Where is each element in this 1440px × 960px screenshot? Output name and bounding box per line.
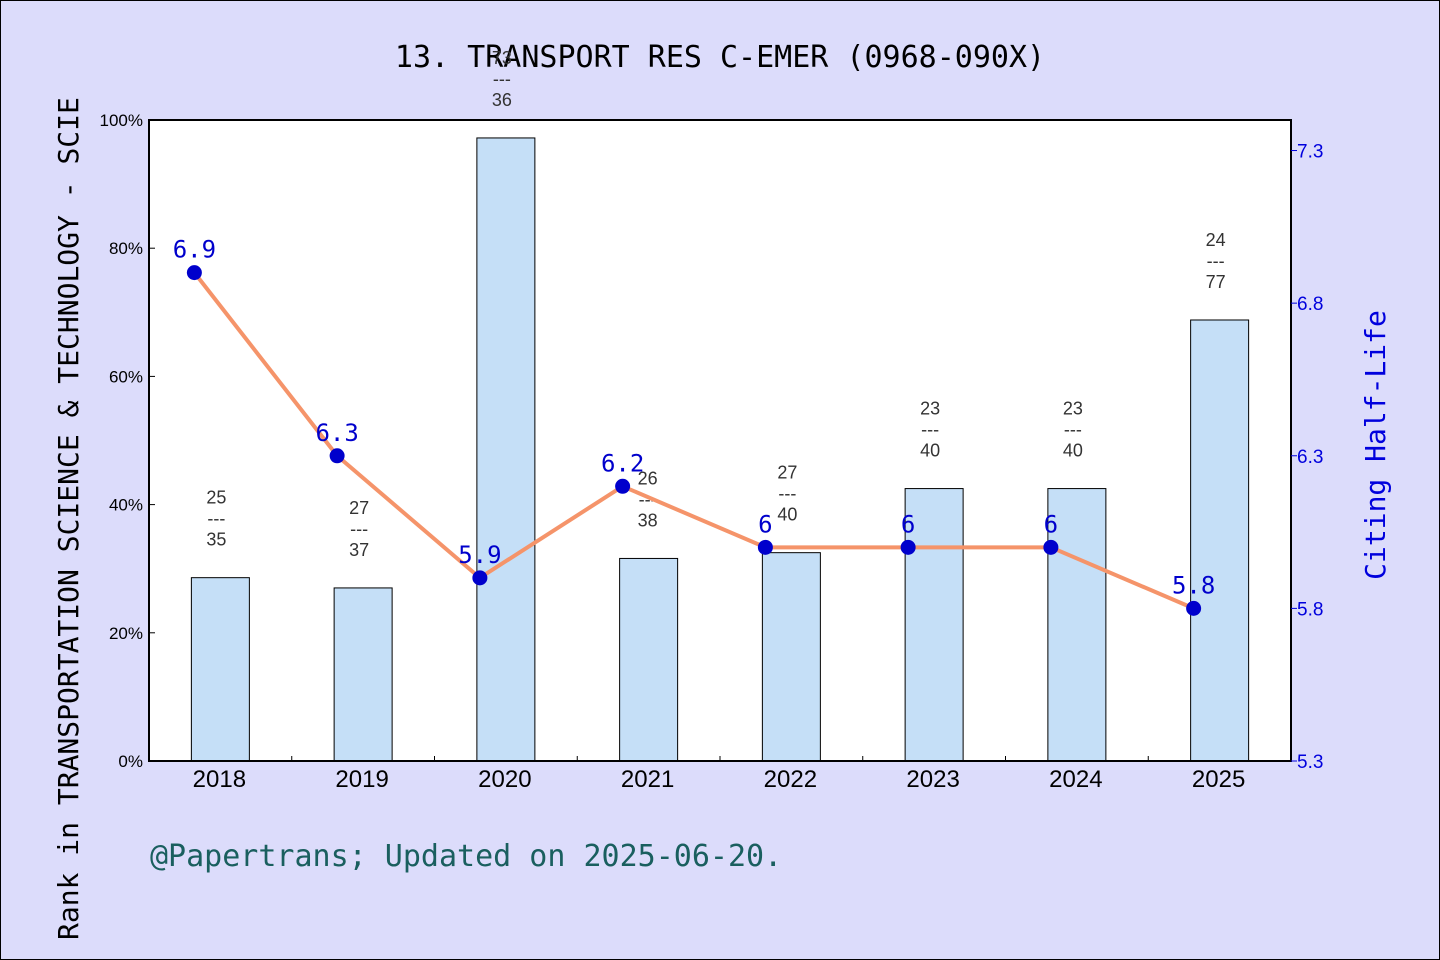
rank-separator-2024: --- bbox=[1064, 420, 1082, 440]
half-life-line-segment-2021 bbox=[620, 484, 768, 550]
half-life-line-segment-2020 bbox=[477, 484, 625, 580]
bar-2023 bbox=[904, 488, 964, 762]
half-life-label-2025: 5.8 bbox=[1172, 571, 1215, 599]
x-axis: 2018 2019 2020 2021 2022 2023 2024 2025 bbox=[193, 756, 1245, 793]
half-life-line-segment-2024 bbox=[1048, 545, 1196, 611]
half-life-point-2018 bbox=[186, 265, 202, 281]
half-life-label-2018: 6.9 bbox=[173, 236, 216, 264]
rank-separator-2020: --- bbox=[493, 69, 511, 89]
y-tick-label-left: 40% bbox=[109, 496, 143, 515]
half-life-series: 6.9 6.3 5.9 6.2 6 6 6 5.8 bbox=[173, 236, 1215, 616]
rank-total-2024: 40 bbox=[1063, 441, 1083, 461]
half-life-label-2023: 6 bbox=[901, 510, 915, 538]
x-tick-label-2025: 2025 bbox=[1192, 766, 1245, 793]
rank-label-2024: 23 bbox=[1063, 399, 1083, 419]
y-tick-label-left: 20% bbox=[109, 624, 143, 643]
half-life-point-2019 bbox=[329, 448, 345, 464]
half-life-label-2024: 6 bbox=[1044, 510, 1058, 538]
half-life-label-2021: 6.2 bbox=[601, 449, 644, 477]
bar-series bbox=[190, 137, 1250, 762]
y-tick-label-left: 80% bbox=[109, 239, 143, 258]
y-axis-label-right: Citing Half-Life bbox=[1359, 310, 1392, 580]
x-tick-label-2018: 2018 bbox=[193, 766, 246, 793]
x-tick-label-2024: 2024 bbox=[1049, 766, 1102, 793]
x-tick-label-2019: 2019 bbox=[335, 766, 388, 793]
x-tick-label-2021: 2021 bbox=[621, 766, 674, 793]
chart-title: 13. TRANSPORT RES C-EMER (0968-090X) bbox=[395, 40, 1045, 75]
rank-label-2022: 27 bbox=[777, 463, 797, 483]
half-life-line-segment-2019 bbox=[335, 453, 482, 580]
bar-2018 bbox=[190, 577, 250, 762]
rank-label-2019: 27 bbox=[349, 498, 369, 518]
rank-label-2018: 25 bbox=[206, 488, 226, 508]
rank-separator-2018: --- bbox=[207, 509, 225, 529]
y-axis-left: 0% 20% 40% 60% 80% 100% bbox=[100, 111, 155, 771]
y-tick-label-left: 100% bbox=[100, 111, 143, 130]
half-life-point-2020 bbox=[472, 570, 488, 586]
half-life-label-2019: 6.3 bbox=[315, 419, 358, 447]
half-life-point-2025 bbox=[1186, 600, 1202, 616]
bar-2025 bbox=[1190, 319, 1250, 762]
y-tick-label-left: 60% bbox=[109, 367, 143, 386]
half-life-point-2021 bbox=[615, 478, 631, 494]
rank-total-2020: 36 bbox=[492, 90, 512, 110]
bar-2019 bbox=[333, 587, 393, 762]
bar-2022 bbox=[761, 552, 821, 762]
rank-total-2018: 35 bbox=[206, 530, 226, 550]
half-life-label-2020: 5.9 bbox=[458, 541, 501, 569]
y-tick-label-left: 0% bbox=[118, 752, 143, 771]
half-life-point-2024 bbox=[1043, 539, 1059, 555]
half-life-point-2023 bbox=[900, 539, 916, 555]
rank-separator-2025: --- bbox=[1207, 251, 1225, 271]
rank-total-2021: 38 bbox=[638, 510, 658, 530]
half-life-point-2022 bbox=[757, 539, 773, 555]
bar-2021 bbox=[619, 557, 679, 762]
rank-separator-2019: --- bbox=[350, 519, 368, 539]
rank-labels: 25---3527---3773---3626---3827---4023---… bbox=[206, 48, 1225, 560]
y-tick-label-right: 7.3 bbox=[1297, 142, 1323, 163]
x-tick-label-2023: 2023 bbox=[906, 766, 959, 793]
y-axis-label-left: Rank in TRANSPORTATION SCIENCE & TECHNOL… bbox=[52, 97, 85, 940]
y-axis-right: 5.3 5.8 6.3 6.8 7.3 bbox=[1291, 142, 1323, 773]
rank-separator-2022: --- bbox=[778, 484, 796, 504]
rank-label-2023: 23 bbox=[920, 399, 940, 419]
rank-total-2025: 77 bbox=[1206, 272, 1226, 292]
rank-total-2019: 37 bbox=[349, 540, 369, 560]
y-tick-label-right: 5.3 bbox=[1297, 752, 1323, 773]
y-tick-label-right: 5.8 bbox=[1297, 599, 1323, 620]
rank-label-2021: 26 bbox=[638, 468, 658, 488]
rank-separator-2023: --- bbox=[921, 420, 939, 440]
half-life-label-2022: 6 bbox=[758, 510, 772, 538]
y-tick-label-right: 6.8 bbox=[1297, 294, 1323, 315]
rank-total-2023: 40 bbox=[920, 441, 940, 461]
rank-total-2022: 40 bbox=[777, 505, 797, 525]
x-tick-label-2022: 2022 bbox=[764, 766, 817, 793]
rank-label-2025: 24 bbox=[1206, 230, 1226, 250]
bar-2024 bbox=[1047, 488, 1107, 762]
credit-text: @Papertrans; Updated on 2025-06-20. bbox=[150, 839, 782, 874]
half-life-line-segment-2018 bbox=[192, 270, 340, 458]
y-tick-label-right: 6.3 bbox=[1297, 447, 1323, 468]
bar-2020 bbox=[476, 137, 536, 762]
x-tick-label-2020: 2020 bbox=[478, 766, 531, 793]
rank-label-2020: 73 bbox=[492, 48, 512, 68]
